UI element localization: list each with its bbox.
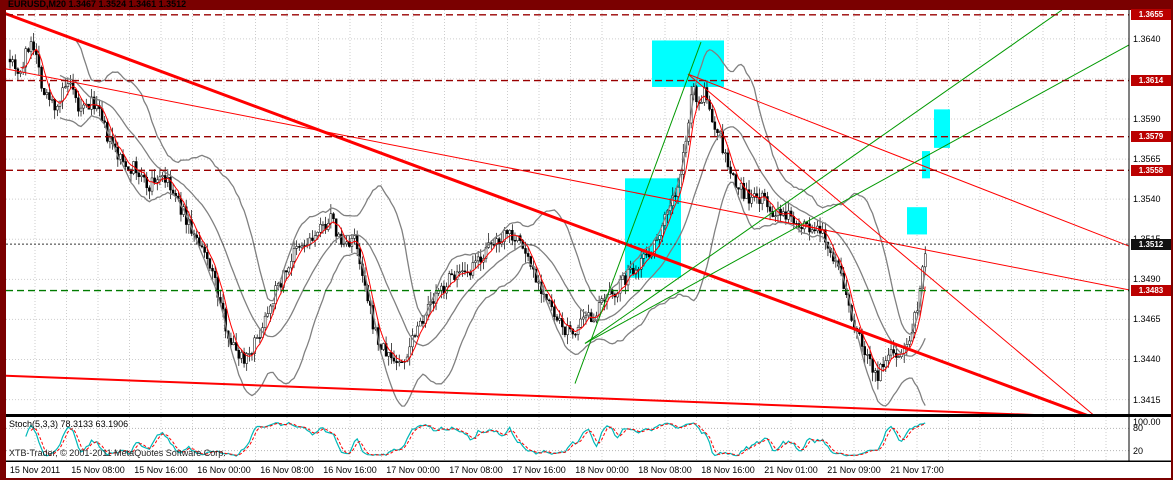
support-resistance-lines[interactable] <box>6 14 1129 292</box>
panel-divider[interactable] <box>6 460 1171 463</box>
stoch-level-20: 20 <box>1133 445 1144 456</box>
price-level-badge: 1.3579 <box>1131 131 1171 143</box>
price-level-badge: 1.3483 <box>1131 285 1171 297</box>
price-axis-tick: 1.3440 <box>1133 354 1161 365</box>
time-axis-label: 16 Nov 08:00 <box>260 465 314 475</box>
time-axis-label: 21 Nov 17:00 <box>890 465 944 475</box>
time-axis-label: 16 Nov 16:00 <box>323 465 377 475</box>
price-axis-tick: 1.3540 <box>1133 194 1161 205</box>
platform-copyright: XTB-Trader, © 2001-2011 MetaQuotes Softw… <box>9 448 226 458</box>
time-axis-label: 18 Nov 08:00 <box>638 465 692 475</box>
price-axis-tick: 1.3590 <box>1133 114 1161 125</box>
time-axis-label: 16 Nov 00:00 <box>197 465 251 475</box>
stoch-level-80: 80 <box>1133 423 1144 434</box>
moving-average <box>20 48 926 372</box>
price-axis-tick: 1.3465 <box>1133 314 1161 325</box>
price-axis-tick: 1.3565 <box>1133 154 1161 165</box>
time-axis-label: 18 Nov 00:00 <box>575 465 629 475</box>
chart-symbol-title: EURUSD,M20 1.3467 1.3524 1.3461 1.3512 <box>8 0 187 9</box>
price-axis-tick: 1.3490 <box>1133 274 1161 285</box>
panel-divider[interactable] <box>6 414 1171 417</box>
bollinger-bands <box>20 32 926 407</box>
grid-layer <box>6 10 1129 461</box>
stochastic-main-line <box>25 421 926 457</box>
time-axis-label: 18 Nov 16:00 <box>701 465 755 475</box>
price-level-badge: 1.3614 <box>1131 75 1171 87</box>
price-axis-tick: 1.3640 <box>1133 33 1161 44</box>
time-axis-label: 17 Nov 08:00 <box>449 465 503 475</box>
price-level-badge: 1.3558 <box>1131 164 1171 176</box>
stochastic-indicator <box>6 421 1129 457</box>
time-axis-label: 21 Nov 01:00 <box>764 465 818 475</box>
price-level-badge: 1.3655 <box>1131 9 1171 21</box>
time-axis-label: 15 Nov 2011 <box>9 465 61 475</box>
stoch-scale-top: 100.00 <box>1133 417 1161 427</box>
price-axis-tick: 1.3415 <box>1133 394 1161 405</box>
time-axis-label: 21 Nov 09:00 <box>827 465 881 475</box>
stochastic-indicator-label: Stoch(5,3,3) 78.3133 63.1906 <box>9 419 129 429</box>
time-axis-label: 15 Nov 16:00 <box>134 465 188 475</box>
trendlines-layer[interactable] <box>0 10 1173 420</box>
stochastic-signal-line <box>30 422 926 457</box>
time-axis-label: 15 Nov 08:00 <box>71 465 125 475</box>
current-price-badge: 1.3512 <box>1131 238 1171 250</box>
time-axis-label: 17 Nov 16:00 <box>512 465 566 475</box>
time-axis-label: 17 Nov 00:00 <box>386 465 440 475</box>
